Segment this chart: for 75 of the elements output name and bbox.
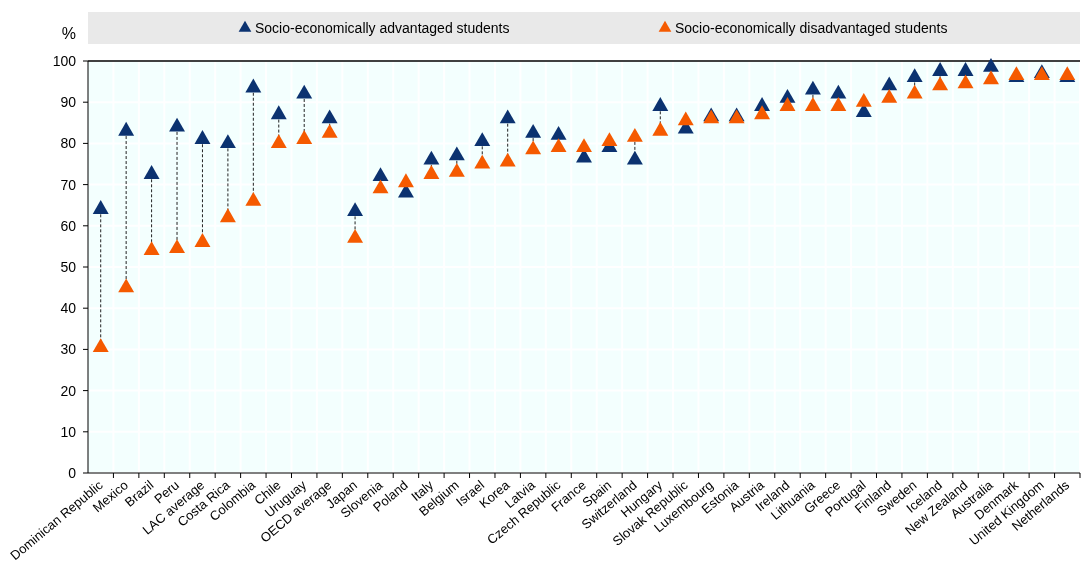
point xyxy=(296,84,313,99)
point xyxy=(372,179,389,194)
point xyxy=(525,123,542,138)
point xyxy=(754,105,771,120)
point xyxy=(932,76,949,91)
point xyxy=(626,128,643,142)
point xyxy=(245,78,262,93)
point xyxy=(652,121,669,136)
y-tick-label: 50 xyxy=(60,258,77,275)
point xyxy=(372,167,389,181)
y-tick-label: 40 xyxy=(60,300,77,317)
point xyxy=(830,97,847,111)
point xyxy=(92,338,109,352)
point xyxy=(957,62,974,76)
point xyxy=(448,146,465,161)
point xyxy=(804,97,821,111)
y-tick-label: 80 xyxy=(60,135,77,152)
point xyxy=(474,132,491,146)
point xyxy=(983,70,999,85)
point xyxy=(245,191,262,206)
point xyxy=(118,121,135,136)
point xyxy=(423,165,440,179)
point xyxy=(779,97,796,111)
point xyxy=(296,130,313,144)
point xyxy=(474,154,491,169)
point xyxy=(270,105,287,120)
point xyxy=(321,109,338,124)
point xyxy=(550,125,567,140)
point xyxy=(219,208,236,223)
point xyxy=(143,165,160,179)
point xyxy=(270,134,287,148)
point xyxy=(397,173,414,188)
point xyxy=(932,62,949,76)
point xyxy=(347,228,364,243)
point xyxy=(118,278,135,293)
point xyxy=(525,140,542,155)
point xyxy=(169,117,185,132)
point xyxy=(169,239,185,254)
point xyxy=(855,93,872,107)
point xyxy=(830,84,847,99)
point xyxy=(957,74,974,89)
point xyxy=(983,57,999,72)
y-axis-title: % xyxy=(61,25,76,42)
point xyxy=(499,152,516,167)
point xyxy=(194,233,211,247)
y-tick-label: 30 xyxy=(60,341,77,358)
y-tick-label: 10 xyxy=(60,423,77,440)
point xyxy=(321,123,338,138)
point xyxy=(804,80,821,95)
point xyxy=(423,150,440,165)
y-tick-label: 20 xyxy=(60,382,77,399)
point xyxy=(550,138,567,153)
point xyxy=(677,111,694,126)
y-tick-label: 0 xyxy=(68,464,77,481)
point xyxy=(448,163,465,177)
point xyxy=(906,84,923,99)
y-tick-label: 70 xyxy=(60,176,77,193)
point xyxy=(626,150,643,165)
point xyxy=(92,200,109,214)
point xyxy=(601,132,618,146)
y-tick-label: 60 xyxy=(60,217,77,234)
point xyxy=(652,97,669,111)
point xyxy=(143,241,160,256)
point xyxy=(499,109,516,124)
point xyxy=(347,202,364,216)
point xyxy=(219,134,236,148)
point xyxy=(194,130,211,144)
legend-label: Socio-economically disadvantaged students xyxy=(675,19,948,36)
point xyxy=(906,68,923,83)
point xyxy=(881,76,898,91)
point xyxy=(881,88,898,103)
legend-label: Socio-economically advantaged students xyxy=(255,19,510,36)
point xyxy=(576,138,592,153)
y-tick-label: 90 xyxy=(60,94,77,111)
y-tick-label: 100 xyxy=(52,52,77,69)
